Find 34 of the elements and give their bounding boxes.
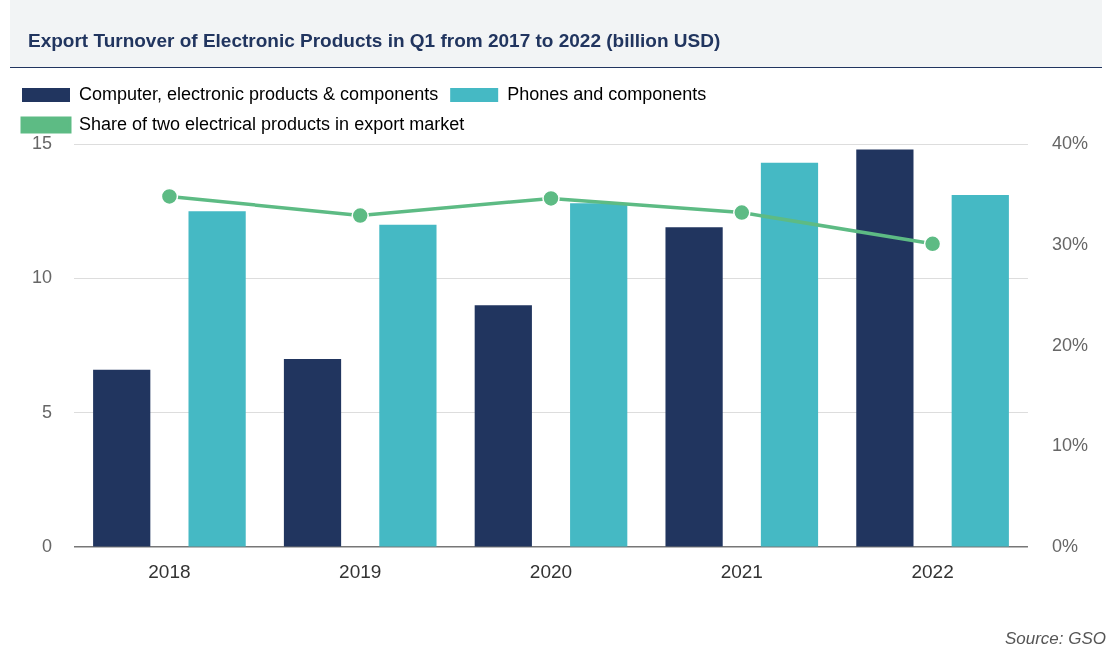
bar [570, 203, 628, 547]
y-tick-label: 10 [31, 267, 53, 288]
bar [665, 227, 723, 547]
legend-label: Phones and components [507, 83, 707, 104]
bar [951, 195, 1009, 547]
y-tick-label: 5 [42, 401, 53, 422]
bar [188, 211, 246, 547]
point [542, 189, 560, 208]
y2-tick-label: 0% [1051, 536, 1078, 557]
x-tick-label: 2021 [720, 560, 763, 582]
bar [93, 369, 151, 547]
bar [474, 305, 532, 547]
y2-tick-label: 20% [1051, 334, 1088, 355]
legend-label: Computer, electronic products & components [79, 83, 439, 104]
bar [856, 149, 914, 547]
y-tick-label: 15 [31, 132, 53, 153]
x-tick-label: 2018 [148, 560, 191, 582]
y2-tick-label: 40% [1051, 132, 1088, 153]
source-note: Source: GSO [1004, 629, 1106, 649]
point [160, 187, 179, 206]
chart-title: Export Turnover of Electronic Products in Q1 from 2017 to 2022 (billion USD) [10, 0, 1102, 68]
point [733, 203, 751, 222]
legend-label: Share of two electrical products in export market [79, 113, 465, 134]
bar [283, 359, 342, 547]
y-tick-label: 0 [42, 536, 53, 557]
y2-tick-label: 10% [1051, 435, 1088, 456]
y2-tick-label: 30% [1051, 233, 1088, 254]
bar [379, 224, 437, 547]
x-tick-label: 2019 [339, 560, 382, 582]
bar [760, 162, 819, 547]
x-tick-label: 2022 [911, 560, 954, 582]
point [923, 235, 942, 253]
x-tick-label: 2020 [529, 560, 573, 582]
point [351, 206, 369, 225]
